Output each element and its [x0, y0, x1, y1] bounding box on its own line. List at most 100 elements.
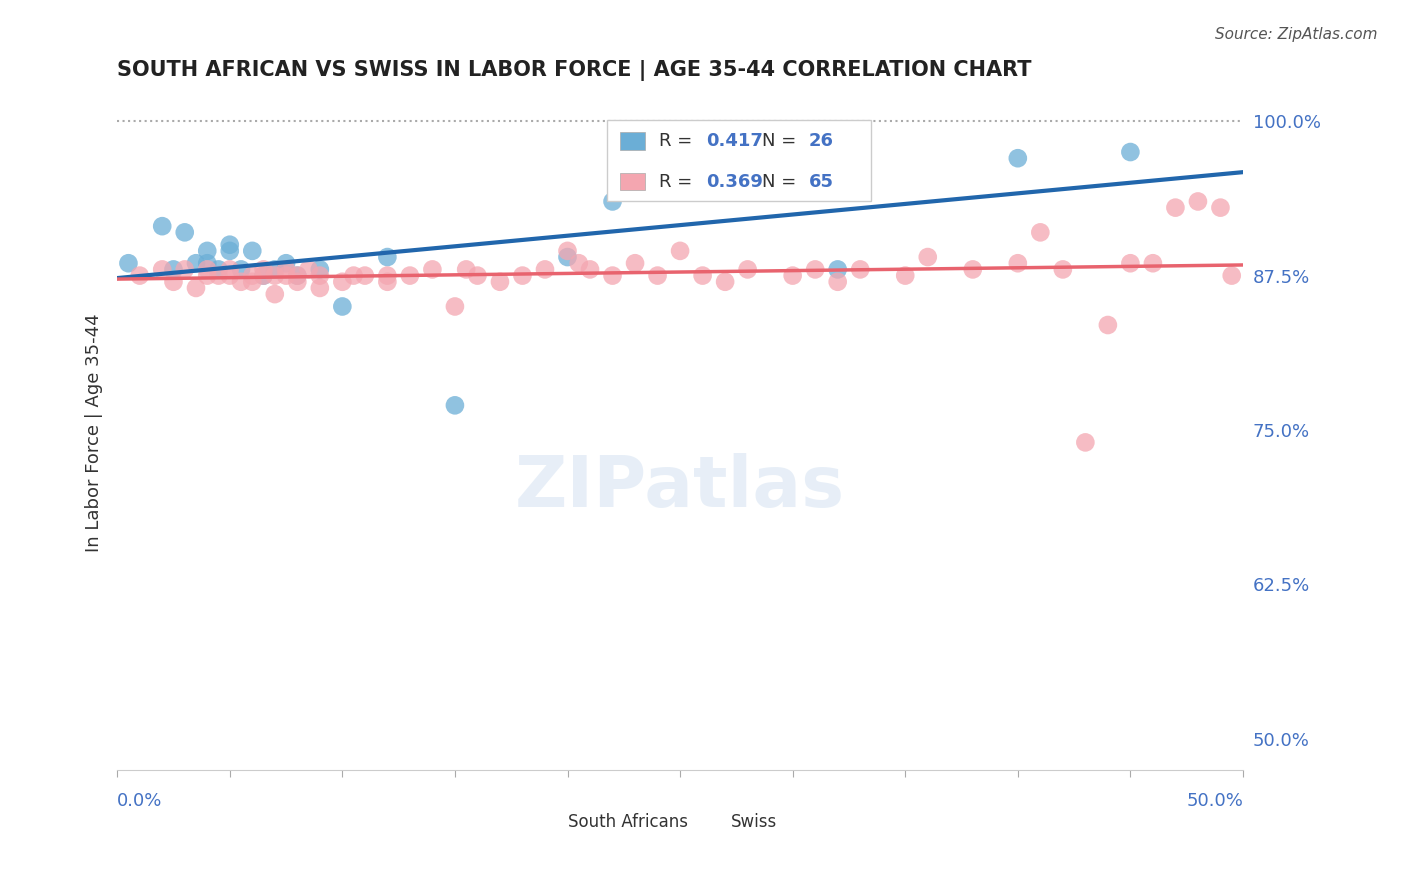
Point [714, 275, 737, 289]
Point [669, 244, 692, 258]
Point [512, 268, 534, 283]
Point [218, 244, 240, 258]
Text: 26: 26 [808, 132, 834, 150]
Point [894, 268, 917, 283]
Point [297, 262, 319, 277]
Point [1007, 256, 1029, 270]
Point [579, 262, 602, 277]
Point [1097, 318, 1119, 332]
Point [195, 256, 218, 270]
Point [456, 262, 478, 277]
Bar [620, 173, 645, 190]
Point [534, 262, 557, 277]
Point [377, 250, 399, 264]
Point [737, 262, 759, 277]
Point [240, 268, 263, 283]
Point [195, 268, 218, 283]
Text: South Africans: South Africans [568, 814, 688, 831]
Text: 0.0%: 0.0% [117, 792, 163, 810]
Point [782, 268, 804, 283]
Point [827, 262, 849, 277]
Point [285, 268, 308, 283]
Point [308, 268, 330, 283]
Point [330, 275, 353, 289]
Point [489, 275, 512, 289]
Point [207, 262, 229, 277]
Point [557, 244, 579, 258]
Point [422, 262, 444, 277]
Point [399, 268, 422, 283]
Point [444, 300, 467, 314]
Point [1220, 268, 1243, 283]
Point [624, 256, 647, 270]
Text: Swiss: Swiss [731, 814, 778, 831]
Text: Source: ZipAtlas.com: Source: ZipAtlas.com [1215, 27, 1378, 42]
Point [218, 262, 240, 277]
Point [1187, 194, 1209, 209]
Point [263, 268, 285, 283]
Point [263, 287, 285, 301]
Point [1142, 256, 1164, 270]
Point [377, 275, 399, 289]
Point [804, 262, 827, 277]
Point [330, 300, 353, 314]
Point [308, 281, 330, 295]
Text: N =: N = [762, 172, 803, 191]
Point [377, 268, 399, 283]
Point [229, 262, 252, 277]
Point [602, 194, 624, 209]
Text: R =: R = [658, 132, 697, 150]
Point [1052, 262, 1074, 277]
Text: 0.417: 0.417 [706, 132, 763, 150]
Text: SOUTH AFRICAN VS SWISS IN LABOR FORCE | AGE 35-44 CORRELATION CHART: SOUTH AFRICAN VS SWISS IN LABOR FORCE | … [117, 60, 1032, 80]
Point [173, 225, 195, 239]
Text: 0.369: 0.369 [706, 172, 763, 191]
Point [162, 262, 184, 277]
Point [692, 268, 714, 283]
Point [1007, 151, 1029, 165]
Bar [620, 132, 645, 150]
Point [274, 262, 297, 277]
Point [229, 275, 252, 289]
Point [252, 262, 274, 277]
Point [285, 268, 308, 283]
Text: 50.0%: 50.0% [1187, 792, 1243, 810]
Bar [534, 814, 557, 830]
Point [252, 268, 274, 283]
Point [240, 275, 263, 289]
Point [240, 244, 263, 258]
Point [207, 268, 229, 283]
Point [849, 262, 872, 277]
Point [962, 262, 984, 277]
Point [173, 262, 195, 277]
Point [342, 268, 364, 283]
Y-axis label: In Labor Force | Age 35-44: In Labor Force | Age 35-44 [86, 314, 103, 552]
Point [184, 256, 207, 270]
Text: 65: 65 [808, 172, 834, 191]
Point [184, 281, 207, 295]
Point [827, 275, 849, 289]
Point [218, 237, 240, 252]
Point [557, 250, 579, 264]
Point [308, 262, 330, 277]
Point [568, 256, 591, 270]
Point [1074, 435, 1097, 450]
Point [150, 262, 173, 277]
Point [195, 262, 218, 277]
Point [1164, 201, 1187, 215]
Point [274, 256, 297, 270]
Point [1209, 201, 1232, 215]
Text: N =: N = [762, 132, 803, 150]
Point [444, 398, 467, 412]
Point [274, 268, 297, 283]
Point [647, 268, 669, 283]
Bar [697, 814, 720, 830]
Point [1029, 225, 1052, 239]
Point [195, 244, 218, 258]
Point [162, 275, 184, 289]
Point [218, 268, 240, 283]
Bar [607, 120, 872, 201]
Point [1119, 145, 1142, 159]
Point [252, 268, 274, 283]
Point [263, 262, 285, 277]
